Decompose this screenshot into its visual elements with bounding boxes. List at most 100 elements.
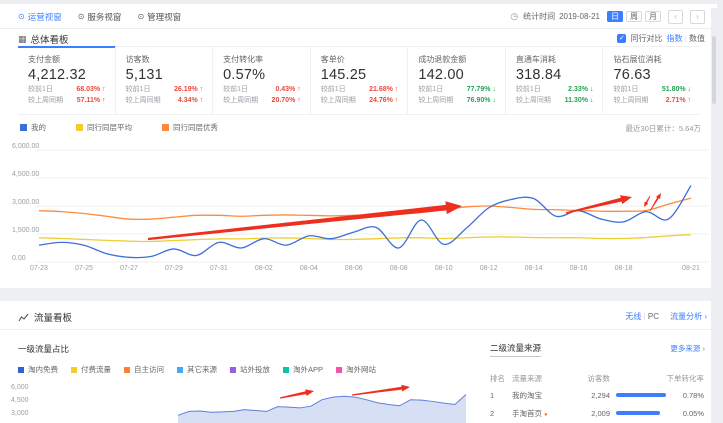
window-tab-1[interactable]: ⊙ 运营视窗	[18, 11, 62, 23]
kpi-delta-row: 较前1日 51.80% ↓	[613, 86, 691, 94]
kpi-delta-value: 21.68% ↑	[369, 86, 399, 93]
kpi-delta-value: 20.70% ↑	[271, 97, 301, 105]
period-button-月[interactable]: 月	[645, 10, 661, 22]
kpi-label: 支付金额	[28, 55, 60, 64]
window-tab-2[interactable]: ⊙ 服务视窗	[78, 11, 122, 23]
kpi-delta-label: 较上周同期	[320, 97, 356, 105]
conversion-cell: 0.05%	[682, 408, 704, 418]
section-divider	[0, 288, 717, 301]
kpi-card[interactable]: 直通车消耗 318.84 较前1日 2.33% ↓ 较上周同期 11.30% ↓	[506, 47, 604, 114]
legend-item: 淘内免费	[18, 364, 58, 375]
kpi-label: 支付转化率	[223, 55, 264, 64]
window-tab-icon: ⊙	[77, 11, 85, 21]
kpi-value: 76.63	[613, 67, 651, 83]
kpi-value: 0.57%	[223, 67, 266, 83]
window-tab-3[interactable]: ⊙ 管理视窗	[137, 11, 181, 23]
kpi-delta-label: 较前1日	[125, 86, 151, 93]
scrollbar-thumb[interactable]	[712, 36, 716, 104]
legend-item: 淘外网站	[336, 364, 376, 375]
traffic-source-table: 排名 流量来源 访客数 下单转化率 1 我的淘宝 2,294 0.78% 2 手淘首页 ● 2,009…	[490, 370, 704, 422]
overview-title: 总体看板	[30, 35, 69, 46]
table-header-cell: 流量来源	[512, 373, 542, 383]
next-date-button[interactable]: ›	[690, 9, 705, 24]
svg-text:07-29: 07-29	[165, 265, 183, 272]
kpi-card[interactable]: 支付转化率 0.57% 较前1日 0.43% ↑ 较上周同期 20.70% ↑	[213, 47, 311, 114]
rank-cell: 2	[490, 408, 495, 418]
kpi-delta-value: 11.30% ↓	[564, 97, 594, 105]
stat-date-value: 2019-08-21	[559, 12, 600, 21]
legend-label: 淘内免费	[28, 365, 58, 374]
window-tab-label: 管理视窗	[147, 11, 182, 22]
kpi-delta-row: 较前1日 26.19% ↑	[126, 86, 204, 94]
device-option-PC[interactable]: PC	[647, 312, 659, 321]
svg-text:07-23: 07-23	[30, 265, 48, 272]
legend-swatch	[162, 124, 169, 131]
kpi-delta-value: 24.76% ↑	[369, 97, 399, 105]
kpi-value: 5,131	[125, 67, 163, 83]
table-row[interactable]: 1 我的淘宝 2,294 0.78%	[490, 386, 704, 404]
legend-label: 同行同层优秀	[173, 123, 218, 132]
legend-label: 自主访问	[134, 365, 164, 374]
traffic-title-wrap: 流量看板	[18, 310, 72, 324]
device-option-无线[interactable]: 无线	[625, 312, 642, 321]
svg-text:08-16: 08-16	[570, 265, 588, 272]
period-button-周[interactable]: 周	[626, 10, 642, 22]
legend-item: 同行同层优秀	[162, 122, 218, 133]
kpi-label: 客单价	[320, 55, 345, 64]
legend-label: 站外投放	[240, 365, 270, 374]
kpi-card[interactable]: 客单价 145.25 较前1日 21.68% ↑ 较上周同期 24.76% ↑	[311, 47, 409, 114]
mode-option-1[interactable]: 指数	[666, 34, 683, 43]
kpi-delta-row: 较前1日 2.33% ↓	[516, 86, 594, 94]
legend-swatch	[20, 124, 27, 131]
overview-trend-chart[interactable]: 0.00 1,500.00 3,000.00 4,500.00 6,000.00 07-2…	[9, 138, 714, 274]
period-button-日[interactable]: 日	[607, 10, 623, 22]
kpi-delta-row: 较上周同期 20.70% ↑	[223, 97, 301, 105]
svg-text:08-04: 08-04	[300, 265, 318, 272]
kpi-delta-label: 较前1日	[28, 86, 53, 93]
secondary-traffic-title: 二级流量来源	[490, 342, 542, 357]
svg-text:08-18: 08-18	[615, 265, 633, 272]
traffic-area-chart[interactable]: 6,000 4,500 3,000	[8, 376, 473, 423]
kpi-delta-row: 较上周同期 11.30% ↓	[516, 97, 594, 105]
peer-compare-checkbox[interactable]: ✓	[617, 34, 627, 43]
legend-label: 我的	[31, 123, 46, 132]
legend-label: 其它来源	[187, 365, 217, 374]
table-header-cell: 排名	[490, 373, 505, 383]
kpi-card[interactable]: 成功退款金额 142.00 较前1日 77.79% ↓ 较上周同期 76.90% ↓	[408, 47, 506, 114]
mode-option-2[interactable]: 数值	[689, 34, 705, 43]
kpi-delta-value: 26.19% ↑	[173, 86, 204, 93]
kpi-card[interactable]: 支付金额 4,212.32 较前1日 68.03% ↑ 较上周同期 57.11% ↑	[18, 46, 116, 114]
visitors-bar-wrap	[610, 393, 666, 397]
kpi-delta-value: 0.43% ↑	[275, 86, 301, 93]
trend-chart-legend: 我的 同行同层平均 同行同层优秀	[20, 122, 218, 133]
table-header-cell: 访客数	[587, 373, 611, 383]
legend-swatch	[124, 366, 130, 373]
svg-text:08-10: 08-10	[435, 265, 453, 272]
date-controls: ◷ 统计时间 2019-08-21 日周月 ‹ ›	[510, 4, 705, 29]
visitors-bar	[616, 393, 666, 397]
prev-date-button[interactable]: ‹	[668, 9, 683, 24]
svg-text:6,000.00: 6,000.00	[12, 143, 39, 150]
legend-item: 同行同层平均	[76, 122, 132, 133]
kpi-value: 318.84	[515, 67, 562, 83]
kpi-label: 成功退款金额	[418, 55, 467, 64]
kpi-delta-label: 较上周同期	[125, 97, 161, 105]
hot-icon: ●	[544, 411, 548, 418]
svg-text:6,000: 6,000	[11, 384, 29, 391]
table-row[interactable]: 2 手淘首页 ● 2,009 0.05%	[490, 404, 704, 422]
traffic-analysis-link[interactable]: 流量分析 ›	[670, 312, 707, 321]
more-sources-link[interactable]: 更多来源 ›	[670, 344, 705, 353]
legend-label: 淘外网站	[346, 365, 377, 374]
traffic-section-header: 流量看板 无线 | PC 流量分析 ›	[0, 301, 717, 330]
kpi-delta-label: 较前1日	[223, 86, 249, 93]
line-chart-icon	[18, 313, 29, 321]
overview-board-icon: ▦	[18, 33, 27, 44]
kpi-card[interactable]: 钻石展位消耗 76.63 较前1日 51.80% ↓ 较上周同期 2.71% ↑	[603, 47, 700, 114]
svg-text:08-08: 08-08	[390, 265, 408, 272]
kpi-delta-row: 较前1日 21.68% ↑	[321, 86, 399, 94]
kpi-value: 4,212.32	[28, 67, 87, 83]
kpi-delta-value: 68.03% ↑	[76, 86, 106, 93]
kpi-delta-value: 2.71% ↑	[665, 97, 692, 105]
kpi-card[interactable]: 访客数 5,131 较前1日 26.19% ↑ 较上周同期 4.34% ↑	[116, 47, 214, 114]
